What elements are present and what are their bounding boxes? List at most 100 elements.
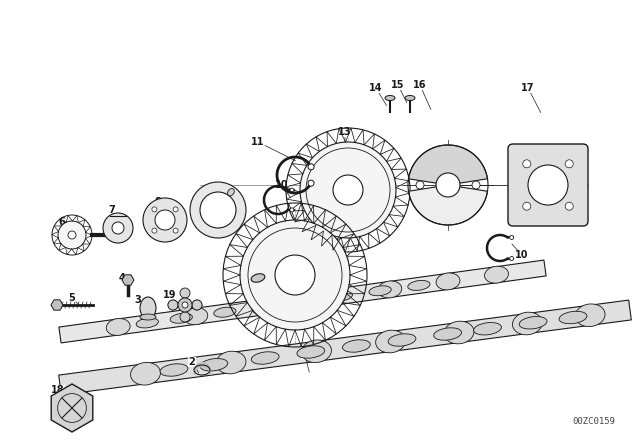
Circle shape <box>300 142 396 238</box>
Polygon shape <box>59 260 546 343</box>
Ellipse shape <box>252 298 276 315</box>
Ellipse shape <box>252 352 279 364</box>
Ellipse shape <box>330 291 353 301</box>
Ellipse shape <box>484 266 508 283</box>
Ellipse shape <box>408 280 430 290</box>
Ellipse shape <box>474 323 501 335</box>
Circle shape <box>308 164 314 170</box>
Ellipse shape <box>200 358 228 371</box>
Circle shape <box>152 228 157 233</box>
Text: 1: 1 <box>301 350 308 360</box>
Circle shape <box>200 192 236 228</box>
Ellipse shape <box>140 297 156 319</box>
Circle shape <box>190 182 246 238</box>
Ellipse shape <box>575 304 605 327</box>
Circle shape <box>143 198 187 242</box>
Circle shape <box>436 173 460 197</box>
Polygon shape <box>408 145 488 185</box>
Ellipse shape <box>253 302 275 312</box>
Circle shape <box>565 202 573 210</box>
Ellipse shape <box>405 95 415 100</box>
Ellipse shape <box>170 313 193 323</box>
Polygon shape <box>51 300 63 310</box>
Circle shape <box>472 181 480 189</box>
Circle shape <box>308 180 314 186</box>
Text: 13: 13 <box>339 127 352 137</box>
Circle shape <box>168 300 178 310</box>
Circle shape <box>523 160 531 168</box>
Ellipse shape <box>140 314 156 320</box>
Text: 3: 3 <box>134 295 141 305</box>
Circle shape <box>528 165 568 205</box>
Circle shape <box>180 312 190 322</box>
Circle shape <box>103 213 133 243</box>
Text: 14: 14 <box>369 83 383 93</box>
Circle shape <box>290 188 294 192</box>
Circle shape <box>275 255 315 295</box>
Ellipse shape <box>519 317 547 329</box>
Text: 6: 6 <box>59 217 65 227</box>
Ellipse shape <box>216 351 246 374</box>
Text: 20: 20 <box>255 263 269 273</box>
Circle shape <box>68 231 76 239</box>
Text: 19: 19 <box>163 290 177 300</box>
Text: 15: 15 <box>391 80 404 90</box>
Text: 5: 5 <box>68 293 76 303</box>
Ellipse shape <box>559 311 587 324</box>
Polygon shape <box>122 275 134 285</box>
Ellipse shape <box>436 273 460 290</box>
Text: 2: 2 <box>189 357 195 367</box>
Circle shape <box>509 236 514 240</box>
Ellipse shape <box>378 281 402 298</box>
Circle shape <box>290 208 294 212</box>
Text: 10: 10 <box>515 250 529 260</box>
Polygon shape <box>51 384 93 432</box>
Ellipse shape <box>160 364 188 376</box>
Circle shape <box>173 228 178 233</box>
Circle shape <box>152 207 157 212</box>
Circle shape <box>112 222 124 234</box>
Circle shape <box>416 181 424 189</box>
Ellipse shape <box>376 330 406 353</box>
Text: 11: 11 <box>252 137 265 147</box>
Ellipse shape <box>444 321 474 344</box>
Text: 8: 8 <box>155 197 161 207</box>
Ellipse shape <box>228 189 234 196</box>
Circle shape <box>192 300 202 310</box>
Ellipse shape <box>315 290 339 306</box>
Circle shape <box>58 221 86 249</box>
Text: 10: 10 <box>275 180 289 190</box>
Circle shape <box>565 160 573 168</box>
Polygon shape <box>408 185 488 225</box>
Text: 16: 16 <box>413 80 427 90</box>
Circle shape <box>509 257 514 261</box>
Ellipse shape <box>434 328 461 340</box>
Ellipse shape <box>184 308 208 325</box>
Ellipse shape <box>136 318 159 328</box>
Polygon shape <box>59 300 631 395</box>
FancyBboxPatch shape <box>508 144 588 226</box>
Circle shape <box>333 175 363 205</box>
Circle shape <box>240 220 350 330</box>
Text: 7: 7 <box>109 205 115 215</box>
Ellipse shape <box>297 346 324 358</box>
Ellipse shape <box>106 319 130 336</box>
Text: 17: 17 <box>521 83 535 93</box>
Ellipse shape <box>342 340 371 352</box>
Circle shape <box>523 202 531 210</box>
Circle shape <box>178 298 192 312</box>
Circle shape <box>173 207 178 212</box>
Ellipse shape <box>214 307 236 317</box>
Ellipse shape <box>385 95 395 100</box>
Text: 4: 4 <box>118 273 125 283</box>
Text: 12: 12 <box>245 253 259 263</box>
Circle shape <box>192 300 202 310</box>
Ellipse shape <box>513 312 542 335</box>
Ellipse shape <box>369 286 391 296</box>
Text: 00ZC0159: 00ZC0159 <box>572 417 615 426</box>
Circle shape <box>182 302 188 308</box>
Text: 9: 9 <box>209 190 216 200</box>
Circle shape <box>180 288 190 298</box>
Ellipse shape <box>251 274 265 282</box>
Ellipse shape <box>291 297 314 306</box>
